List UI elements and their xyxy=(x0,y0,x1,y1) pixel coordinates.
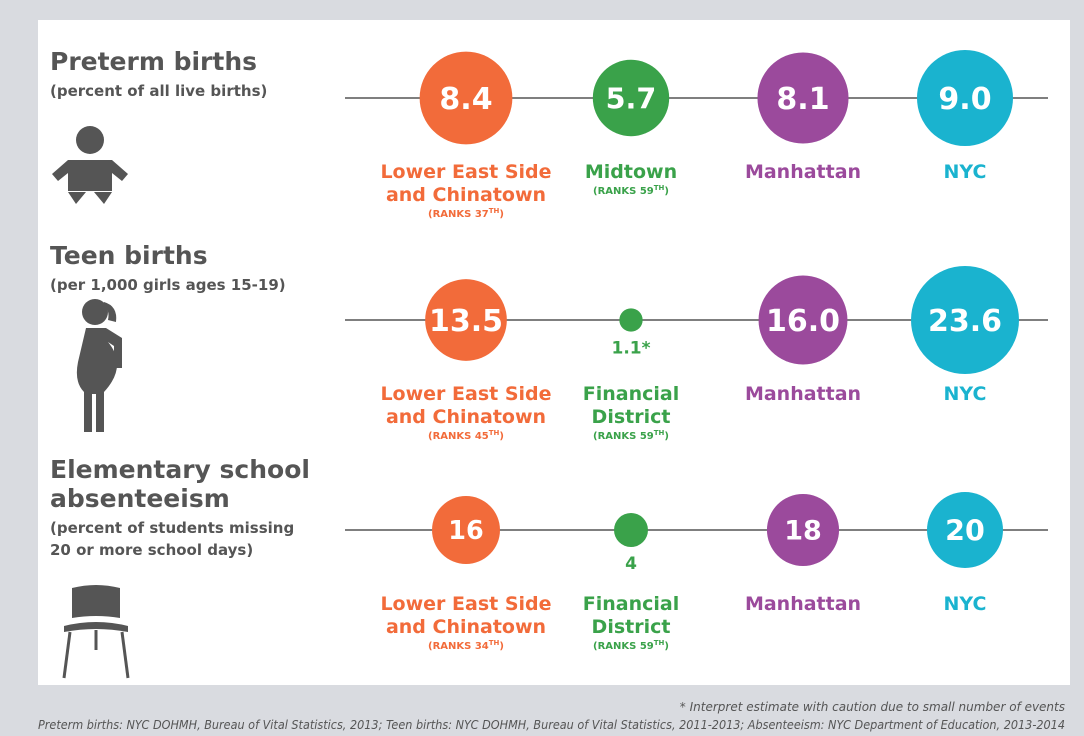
rank-part: ) xyxy=(499,431,504,442)
rank-part: TH xyxy=(654,639,665,647)
value-label: 23.6 xyxy=(928,304,1002,339)
rank-label: (RANKS 34TH) xyxy=(428,639,504,652)
pregnant-icon xyxy=(76,299,122,432)
value-label: 9.0 xyxy=(938,82,991,117)
item-label: and Chinatown xyxy=(386,184,546,206)
item-label: NYC xyxy=(944,383,987,405)
rank-part: (RANKS 59 xyxy=(593,186,654,197)
rank-label: (RANKS 37TH) xyxy=(428,207,504,220)
rank-part: ) xyxy=(664,186,669,197)
rank-part: ) xyxy=(499,641,504,652)
value-label: 13.5 xyxy=(429,304,503,339)
section-subtitle: 20 or more school days) xyxy=(50,541,253,559)
rank-part: TH xyxy=(654,429,665,437)
rank-part: TH xyxy=(489,207,500,215)
item-label: and Chinatown xyxy=(386,406,546,428)
bubble xyxy=(419,51,513,145)
value-label: 20 xyxy=(945,514,985,547)
value-label: 16.0 xyxy=(766,304,840,339)
value-label: 1.1* xyxy=(611,339,650,359)
rank-label: (RANKS 59TH) xyxy=(593,639,669,652)
panel xyxy=(38,20,1070,685)
item-label: Midtown xyxy=(585,161,677,183)
rank-part: (RANKS 45 xyxy=(428,431,489,442)
item-label: District xyxy=(592,406,671,428)
footnote: * Interpret estimate with caution due to… xyxy=(680,700,1065,714)
rank-part: (RANKS 34 xyxy=(428,641,489,652)
value-label: 8.4 xyxy=(439,82,492,117)
value-label: 8.1 xyxy=(776,82,829,117)
rank-part: (RANKS 59 xyxy=(593,431,654,442)
item-label: Lower East Side xyxy=(380,383,551,405)
value-label: 5.7 xyxy=(606,81,657,115)
item-label: Financial xyxy=(583,383,679,405)
rank-part: (RANKS 37 xyxy=(428,209,489,220)
bubble xyxy=(758,275,848,365)
bubble xyxy=(614,513,648,547)
rank-label: (RANKS 59TH) xyxy=(593,184,669,197)
item-label: Financial xyxy=(583,593,679,615)
bubble xyxy=(911,266,1019,374)
section-subtitle: (per 1,000 girls ages 15-19) xyxy=(50,276,286,294)
section-title: Elementary school xyxy=(50,455,310,484)
bubble xyxy=(592,59,670,137)
sources: Preterm births: NYC DOHMH, Bureau of Vit… xyxy=(38,718,1065,732)
bubble xyxy=(432,496,500,564)
rank-part: TH xyxy=(489,639,500,647)
item-label: NYC xyxy=(944,593,987,615)
item-label: NYC xyxy=(944,161,987,183)
baby-icon xyxy=(52,126,128,204)
item-label: Lower East Side xyxy=(380,593,551,615)
item-label: and Chinatown xyxy=(386,616,546,638)
bubble xyxy=(425,279,507,361)
item-label: Manhattan xyxy=(745,593,861,615)
item-label: Manhattan xyxy=(745,161,861,183)
rank-part: ) xyxy=(499,209,504,220)
value-label: 16 xyxy=(448,516,483,546)
bubble xyxy=(757,52,849,144)
item-label: Manhattan xyxy=(745,383,861,405)
rank-part: (RANKS 59 xyxy=(593,641,654,652)
rank-part: ) xyxy=(664,431,669,442)
rank-part: ) xyxy=(664,641,669,652)
item-label: District xyxy=(592,616,671,638)
chair-icon xyxy=(62,585,130,679)
bubble xyxy=(917,50,1013,146)
rank-part: TH xyxy=(654,184,665,192)
rank-label: (RANKS 45TH) xyxy=(428,429,504,442)
value-label: 18 xyxy=(784,516,822,547)
section-subtitle: (percent of students missing xyxy=(50,519,294,537)
value-label: 4 xyxy=(625,554,637,574)
section-title: Teen births xyxy=(50,241,208,270)
rank-part: TH xyxy=(489,429,500,437)
bubble xyxy=(927,492,1003,568)
section-subtitle: (percent of all live births) xyxy=(50,82,267,100)
section-title: absenteeism xyxy=(50,484,230,513)
item-label: Lower East Side xyxy=(380,161,551,183)
bubble xyxy=(619,308,643,332)
rank-label: (RANKS 59TH) xyxy=(593,429,669,442)
section-title: Preterm births xyxy=(50,47,257,76)
bubble xyxy=(766,493,840,567)
